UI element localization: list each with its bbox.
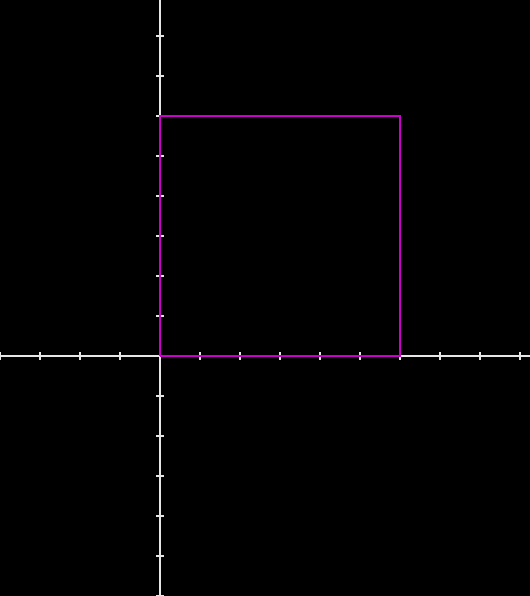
rectangle-shape — [159, 115, 401, 357]
shapes — [159, 115, 401, 357]
